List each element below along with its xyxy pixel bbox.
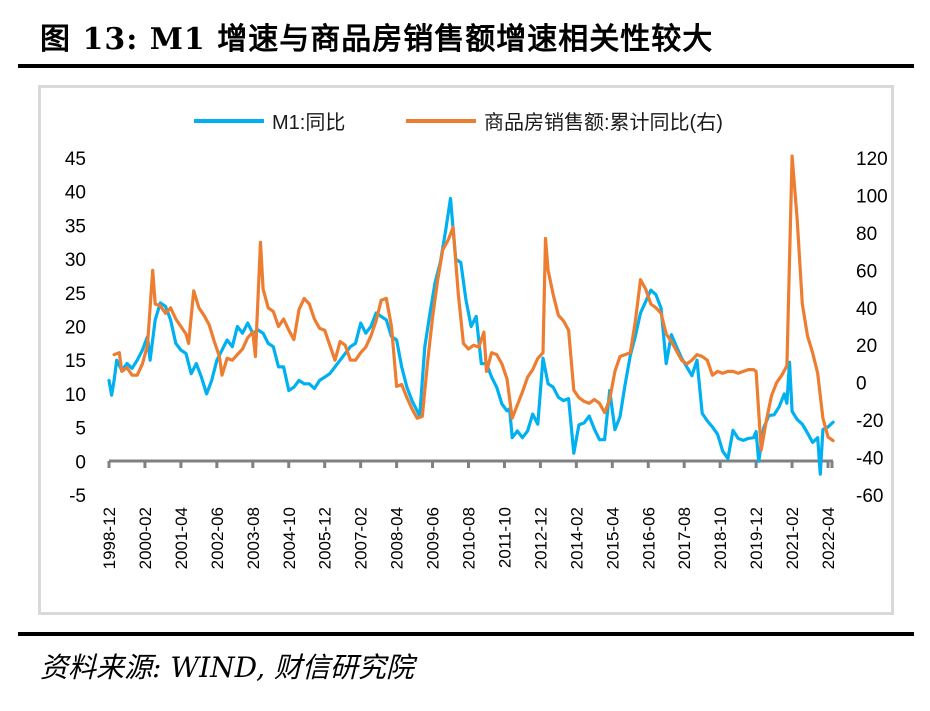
right-tick-label: 0: [856, 374, 867, 395]
x-tick-label: 2004-10: [280, 507, 299, 569]
right-tick-label: 80: [856, 224, 877, 245]
x-tick-label: 2000-02: [136, 507, 155, 569]
series-line-sales: [112, 154, 835, 452]
x-axis: 1998-12 2000-02 2001-04 2002-06 2003-08 2004-…: [100, 459, 838, 569]
x-tick-label: 2021-02: [783, 507, 802, 569]
legend-label-sales: 商品房销售额:累计同比(右): [484, 111, 723, 134]
x-tick-label: 2005-12: [316, 507, 335, 569]
left-tick-label: 45: [65, 149, 86, 170]
x-tick-label: 2018-10: [711, 507, 730, 569]
left-tick-label: 15: [65, 351, 86, 372]
x-tick-label: 2007-02: [352, 507, 371, 569]
x-tick-label: 2019-12: [747, 507, 766, 569]
x-tick-label: 2009-06: [424, 507, 443, 569]
right-tick-label: 120: [856, 149, 888, 170]
legend-label-m1: M1:同比: [272, 111, 345, 134]
legend: M1:同比 商品房销售额:累计同比(右): [194, 111, 723, 134]
right-tick-label: 100: [856, 186, 888, 207]
x-tick-label: 1998-12: [100, 507, 119, 569]
x-tick-label: 2015-04: [603, 507, 622, 569]
left-tick-label: 0: [75, 452, 86, 473]
series-line-m1: [107, 196, 835, 476]
left-tick-label: 10: [65, 385, 86, 406]
x-tick-label: 2022-04: [819, 507, 838, 569]
x-tick-label: 2003-08: [244, 507, 263, 569]
source-note: 资料来源: WIND, 财信研究院: [40, 651, 414, 684]
series-lines: [107, 154, 835, 476]
x-tick-label: 2012-12: [531, 507, 550, 569]
right-tick-label: -20: [856, 411, 883, 432]
right-tick-label: 40: [856, 299, 877, 320]
x-tick-label: 2014-02: [567, 507, 586, 569]
left-tick-label: 35: [65, 216, 86, 237]
x-tick-label: 2010-08: [460, 507, 479, 569]
x-tick-label: 2017-08: [675, 507, 694, 569]
bottom-rule: [18, 632, 914, 636]
figure-title: 图 13: M1 增速与商品房销售额增速相关性较大: [40, 22, 714, 57]
left-tick-label: 5: [75, 419, 86, 440]
x-tick-label: 2002-06: [208, 507, 227, 569]
left-tick-label: -5: [69, 486, 86, 507]
left-tick-label: 25: [65, 284, 86, 305]
x-tick-label: 2008-04: [388, 507, 407, 569]
right-axis: 120 100 80 60 40 20 0 -20 -40 -60: [856, 149, 888, 507]
top-rule: [18, 64, 914, 68]
left-axis: 45 40 35 30 25 20 15 10 5 0 -5: [65, 149, 86, 507]
left-tick-label: 40: [65, 183, 86, 204]
left-tick-label: 20: [65, 318, 86, 339]
right-tick-label: -40: [856, 449, 883, 470]
x-tick-label: 2016-06: [639, 507, 658, 569]
right-tick-label: -60: [856, 486, 883, 507]
x-tick-label: 2001-04: [172, 507, 191, 569]
x-tick-label: 2011-10: [495, 507, 514, 568]
right-tick-label: 60: [856, 261, 877, 282]
right-tick-label: 20: [856, 336, 877, 357]
left-tick-label: 30: [65, 250, 86, 271]
